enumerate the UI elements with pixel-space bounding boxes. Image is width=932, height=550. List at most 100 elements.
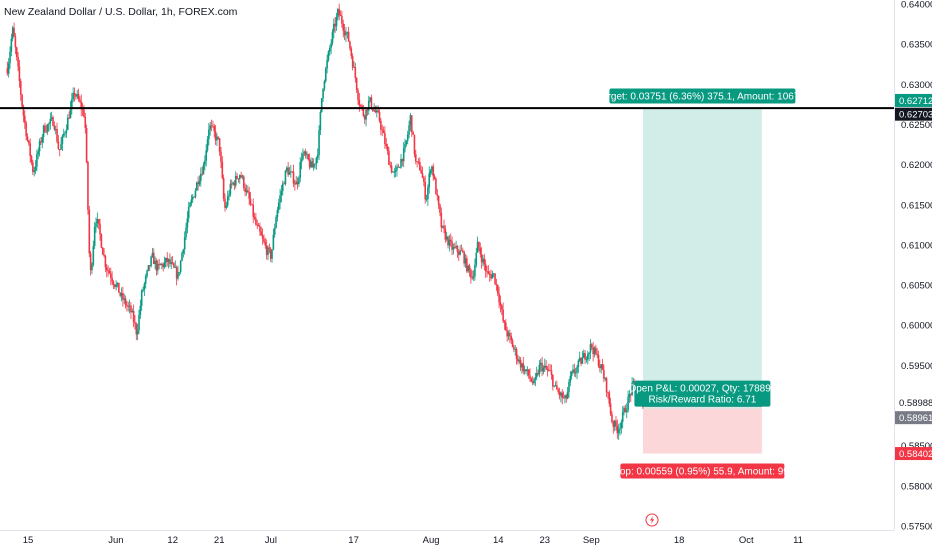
candle-body bbox=[603, 369, 605, 379]
candle-body bbox=[576, 367, 578, 373]
candle-body bbox=[538, 364, 541, 375]
candle-body bbox=[93, 226, 96, 246]
candle-body bbox=[292, 171, 295, 184]
candle-body bbox=[315, 157, 318, 164]
candle-body bbox=[61, 135, 64, 144]
candle-body bbox=[224, 198, 226, 208]
candle-body bbox=[431, 166, 433, 171]
candle-body bbox=[402, 148, 405, 162]
candle-body bbox=[237, 178, 240, 180]
candle-body bbox=[303, 151, 306, 154]
candle-body bbox=[263, 238, 265, 242]
stop-label-bg bbox=[620, 463, 785, 479]
candle-body bbox=[474, 265, 476, 277]
candle-body bbox=[205, 150, 207, 161]
candle-body bbox=[440, 213, 443, 228]
candle-body bbox=[492, 273, 495, 275]
candle-body bbox=[345, 33, 347, 36]
candle-body bbox=[343, 30, 346, 36]
candle-body bbox=[208, 129, 210, 140]
candle-body bbox=[157, 263, 159, 271]
candle-body bbox=[105, 267, 108, 271]
candle-body bbox=[401, 158, 404, 162]
candle-body bbox=[218, 138, 221, 152]
candle-body bbox=[562, 397, 565, 399]
candle-body bbox=[248, 192, 250, 199]
candle-body bbox=[350, 48, 353, 57]
candle-body bbox=[404, 144, 406, 149]
candle-body bbox=[300, 159, 303, 163]
candle-body bbox=[386, 146, 389, 152]
candle-body bbox=[484, 264, 487, 272]
target-label: Target: 0.03751 (6.36%) 375.1, Amount: 1… bbox=[597, 91, 808, 102]
candle-body bbox=[249, 198, 252, 205]
time-axis[interactable]: 15 Jun 12 21 Jul 17 Aug 14 23 Sep 18 Oct 11 bbox=[23, 513, 803, 546]
candle-body bbox=[574, 372, 577, 374]
candle-body bbox=[443, 225, 445, 229]
candle-body bbox=[505, 322, 507, 331]
candle-body bbox=[584, 353, 586, 360]
candle-body bbox=[36, 154, 38, 167]
candle-body bbox=[165, 257, 167, 263]
candle-body bbox=[470, 269, 472, 278]
candle-body bbox=[552, 374, 554, 387]
candle-body bbox=[92, 245, 95, 265]
candle-body bbox=[159, 263, 162, 266]
candle-body bbox=[284, 170, 287, 185]
candle-body bbox=[365, 109, 367, 120]
candle-body bbox=[397, 166, 400, 168]
candle-body bbox=[632, 381, 635, 383]
time-tick-label: 11 bbox=[793, 535, 803, 546]
candle-body bbox=[530, 378, 533, 382]
candle-body bbox=[604, 378, 607, 380]
candle-body bbox=[79, 99, 81, 102]
candle-body bbox=[596, 353, 598, 355]
candle-body bbox=[392, 171, 394, 173]
candle-body bbox=[217, 136, 220, 139]
candle-body bbox=[143, 283, 146, 290]
candle-body bbox=[116, 282, 119, 285]
candle-body bbox=[568, 381, 570, 393]
candle-body bbox=[276, 209, 279, 218]
candle-body bbox=[163, 262, 166, 268]
candle-body bbox=[548, 370, 550, 371]
candle-body bbox=[182, 249, 185, 253]
candle-body bbox=[14, 36, 17, 48]
candle-body bbox=[50, 117, 53, 120]
candle-body bbox=[405, 140, 408, 145]
candle-body bbox=[605, 378, 608, 393]
candle-body bbox=[138, 314, 140, 331]
candle-body bbox=[181, 252, 183, 261]
candle-body bbox=[107, 270, 109, 271]
candle-body bbox=[460, 250, 463, 252]
time-tick-label: 23 bbox=[539, 535, 550, 546]
price-badge-label: 0.58402 bbox=[899, 449, 932, 460]
candle-body bbox=[545, 365, 547, 369]
candle-body bbox=[608, 392, 611, 404]
position-tool[interactable]: Target: 0.03751 (6.36%) 375.1, Amount: 1… bbox=[597, 88, 808, 479]
candle-body bbox=[33, 170, 36, 173]
candle-body bbox=[414, 154, 417, 162]
candle-body bbox=[478, 241, 480, 248]
candle-body bbox=[613, 420, 616, 427]
candle-body bbox=[463, 251, 465, 264]
candle-body bbox=[358, 99, 361, 106]
candle-body bbox=[521, 363, 523, 368]
candle-body bbox=[353, 67, 355, 68]
candle-body bbox=[561, 392, 564, 398]
candle-body bbox=[447, 236, 449, 246]
candle-body bbox=[131, 310, 134, 313]
time-tick-label: 17 bbox=[348, 535, 359, 546]
candle-body bbox=[451, 241, 453, 250]
candle-body bbox=[410, 115, 413, 133]
candle-body bbox=[283, 183, 285, 185]
candle-body bbox=[502, 309, 504, 322]
candle-body bbox=[48, 123, 50, 125]
candle-body bbox=[503, 321, 506, 323]
candle-body bbox=[151, 252, 154, 257]
price-axis[interactable]: 0.64000 0.63500 0.63000 0.62500 0.62000 0.615… bbox=[895, 0, 932, 532]
candle-body bbox=[291, 171, 293, 173]
candle-body bbox=[335, 16, 338, 27]
